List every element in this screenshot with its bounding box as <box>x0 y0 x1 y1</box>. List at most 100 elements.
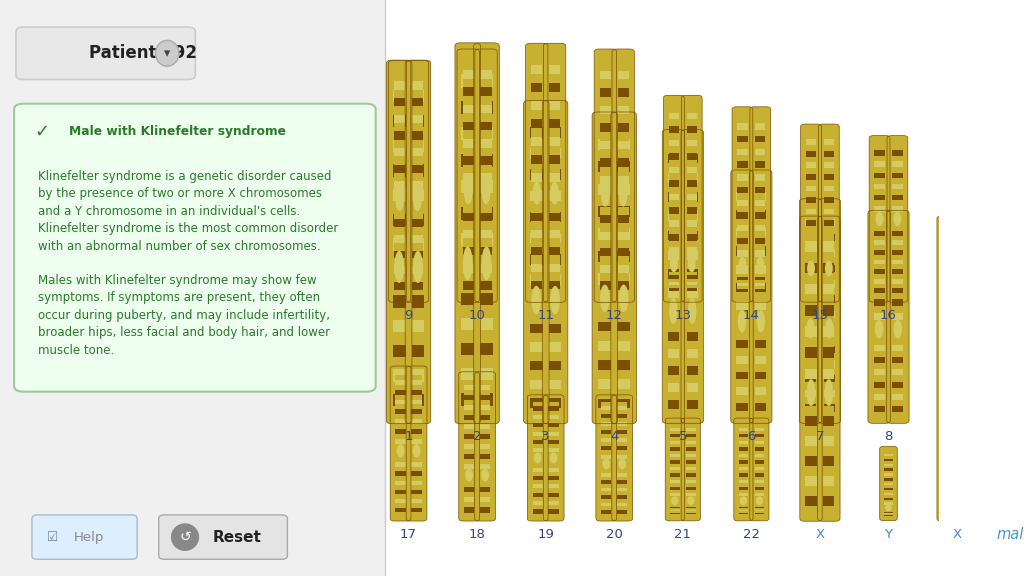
Bar <box>617 510 628 514</box>
Bar <box>884 466 893 468</box>
Bar <box>892 236 903 242</box>
Bar <box>601 510 611 514</box>
FancyBboxPatch shape <box>612 49 634 302</box>
Bar <box>529 138 543 148</box>
Text: ↺: ↺ <box>179 530 190 544</box>
Bar <box>598 370 611 380</box>
Bar <box>412 458 422 463</box>
Bar <box>873 264 885 271</box>
Bar <box>529 244 543 254</box>
Bar <box>755 265 766 274</box>
Bar <box>532 488 543 492</box>
Bar <box>480 464 490 469</box>
Text: 18: 18 <box>469 528 485 541</box>
Bar <box>884 502 893 505</box>
Bar <box>480 96 492 105</box>
Bar <box>874 245 885 250</box>
Bar <box>736 332 748 340</box>
Bar <box>549 116 561 127</box>
Bar <box>874 161 885 167</box>
Bar <box>412 434 422 439</box>
Bar <box>687 192 697 202</box>
Bar <box>668 230 679 240</box>
Bar <box>549 480 559 484</box>
Bar <box>617 370 630 380</box>
Bar <box>480 79 492 88</box>
Bar <box>884 500 893 502</box>
Bar <box>480 400 490 405</box>
Bar <box>617 150 630 161</box>
Bar <box>480 385 490 390</box>
Bar <box>670 511 680 513</box>
Bar <box>755 364 766 372</box>
Bar <box>892 264 902 269</box>
Bar <box>532 435 543 440</box>
Ellipse shape <box>757 257 764 274</box>
Bar <box>738 425 749 427</box>
Bar <box>686 487 695 490</box>
Bar <box>601 426 611 430</box>
Bar <box>462 380 474 393</box>
Bar <box>884 495 893 498</box>
Bar <box>462 114 474 127</box>
Bar <box>755 206 766 213</box>
Bar <box>393 90 406 103</box>
Bar <box>529 380 543 389</box>
Bar <box>412 165 423 173</box>
Bar <box>480 405 490 410</box>
Bar <box>942 316 953 326</box>
Bar <box>874 145 885 150</box>
Ellipse shape <box>618 458 627 469</box>
Bar <box>393 139 406 152</box>
Bar <box>395 410 406 414</box>
Bar <box>686 434 695 438</box>
Bar <box>480 318 493 330</box>
FancyBboxPatch shape <box>407 366 427 521</box>
FancyBboxPatch shape <box>475 372 496 521</box>
Bar <box>823 375 835 382</box>
Bar <box>464 487 474 492</box>
Ellipse shape <box>618 184 628 207</box>
Bar <box>687 211 697 221</box>
Bar <box>736 219 748 228</box>
Bar <box>755 448 764 450</box>
Bar <box>873 285 885 292</box>
Bar <box>549 448 559 453</box>
Bar <box>532 468 543 472</box>
Bar <box>670 427 680 431</box>
Bar <box>823 185 834 191</box>
Bar <box>549 352 561 361</box>
Bar <box>549 56 560 65</box>
Bar <box>549 476 559 480</box>
Ellipse shape <box>618 285 629 312</box>
Bar <box>873 271 885 278</box>
FancyBboxPatch shape <box>734 418 753 521</box>
FancyBboxPatch shape <box>544 43 566 302</box>
Bar <box>755 425 764 427</box>
Bar <box>549 272 560 281</box>
Ellipse shape <box>885 505 892 511</box>
Bar <box>617 262 630 274</box>
Bar <box>892 388 903 394</box>
Bar <box>737 251 748 257</box>
Bar <box>755 490 764 493</box>
Bar <box>736 301 748 310</box>
Bar <box>737 289 748 292</box>
Bar <box>601 499 611 502</box>
Bar <box>480 415 490 419</box>
Bar <box>463 139 474 147</box>
FancyBboxPatch shape <box>800 199 821 423</box>
Bar <box>529 254 543 264</box>
Bar <box>892 200 902 206</box>
Bar <box>805 288 816 295</box>
Bar <box>464 464 474 469</box>
Bar <box>617 499 628 502</box>
Bar <box>617 207 629 215</box>
Bar <box>737 213 748 219</box>
Bar <box>823 369 835 379</box>
Bar <box>823 272 835 280</box>
Ellipse shape <box>688 254 695 272</box>
Bar <box>598 322 611 331</box>
Bar <box>668 221 679 230</box>
Bar <box>668 260 679 269</box>
